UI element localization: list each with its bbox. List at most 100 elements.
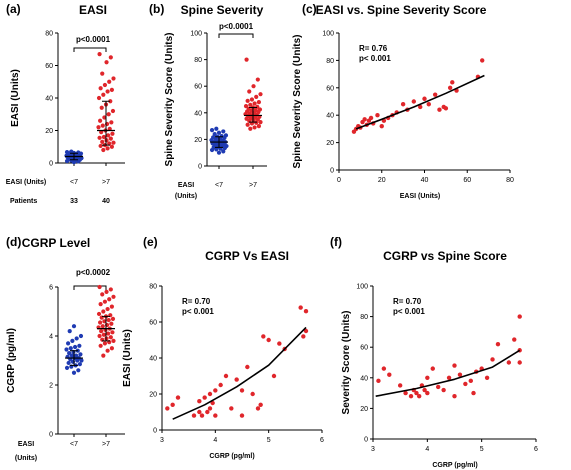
chart-title: CGRP Vs EASI	[205, 249, 289, 263]
data-point	[67, 351, 72, 356]
data-point	[102, 299, 108, 304]
data-point	[96, 95, 102, 101]
data-point	[105, 306, 110, 312]
data-point	[68, 346, 73, 351]
data-point	[74, 336, 79, 341]
y-tick-label: 20	[45, 128, 53, 135]
data-point	[418, 104, 423, 110]
data-point	[387, 372, 392, 377]
y-tick-label: 60	[149, 320, 157, 327]
data-point	[100, 139, 105, 144]
panel-label: (e)	[143, 235, 158, 249]
stat-annotation: p< 0.001	[182, 307, 214, 316]
data-point	[109, 321, 114, 326]
data-point	[218, 382, 223, 388]
x-tick-label: 6	[534, 446, 538, 453]
data-point	[71, 370, 77, 375]
data-point	[108, 99, 113, 104]
significance-bracket	[73, 47, 107, 52]
data-point	[79, 358, 84, 363]
data-point	[381, 366, 387, 371]
y-tick-label: 60	[45, 63, 53, 70]
data-point	[214, 126, 219, 131]
data-point	[446, 375, 452, 380]
data-point	[96, 311, 102, 317]
data-point	[110, 108, 116, 114]
y-axis-label: Spine Severity Score (Units)	[292, 35, 303, 169]
data-point	[495, 341, 501, 347]
data-point	[463, 381, 468, 387]
data-point	[517, 314, 522, 319]
data-point	[425, 390, 430, 396]
data-point	[207, 406, 213, 411]
data-point	[102, 115, 107, 120]
x-tick-label: >7	[102, 179, 110, 186]
series-<7	[209, 126, 229, 155]
data-point	[255, 104, 260, 109]
y-tick-label: 2	[49, 383, 53, 390]
data-point	[74, 353, 79, 358]
data-point	[221, 149, 226, 154]
series->7	[96, 52, 116, 153]
data-point	[109, 144, 114, 149]
data-point	[199, 413, 205, 418]
data-point	[484, 375, 490, 380]
y-tick-label: 40	[149, 356, 157, 363]
data-point	[66, 360, 71, 366]
data-point	[471, 390, 476, 396]
data-point	[239, 413, 245, 418]
points	[376, 314, 522, 399]
data-point	[248, 126, 253, 131]
data-point	[78, 352, 83, 357]
data-point	[108, 335, 113, 340]
data-point	[212, 131, 217, 137]
data-point	[258, 92, 263, 97]
data-point	[104, 60, 109, 65]
panel-label: (f)	[330, 235, 342, 249]
x-tick-label: 5	[267, 437, 271, 444]
data-point	[303, 328, 309, 334]
significance-label: p<0.0001	[76, 35, 111, 44]
x-tick-label: 5	[480, 446, 484, 453]
y-tick-label: 100	[356, 284, 368, 291]
fit-curve	[375, 349, 521, 397]
data-point	[111, 294, 116, 299]
series->7	[96, 284, 116, 358]
data-point	[109, 346, 114, 351]
data-point	[468, 378, 473, 384]
data-point	[99, 329, 104, 334]
chart-title: CGRP Level	[22, 236, 90, 250]
data-point	[430, 366, 435, 371]
data-point	[221, 129, 226, 134]
panel-d: (d) CGRP Level CGRP (pg/ml) 0 2 4 6 <7 >7 EASI (Un…	[6, 235, 125, 462]
data-point	[213, 413, 218, 418]
data-point	[98, 143, 103, 149]
data-point	[108, 55, 113, 60]
chart-title: EASI vs. Spine Severity Score	[316, 3, 487, 17]
data-point	[277, 341, 282, 346]
patients-row-label: Patients	[10, 198, 37, 205]
data-point	[247, 89, 252, 94]
data-point	[411, 99, 417, 104]
data-point	[223, 373, 229, 379]
data-point	[252, 125, 257, 130]
y-tick-label: 0	[153, 428, 157, 435]
y-axis-label: Severity Score (Units)	[341, 311, 352, 415]
panel-label: (c)	[302, 2, 317, 16]
y-tick-label: 40	[360, 375, 368, 382]
x-tick-label: <7	[70, 441, 78, 448]
data-point	[408, 393, 414, 399]
data-point	[376, 378, 381, 384]
data-point	[104, 289, 109, 294]
significance-label: p<0.0002	[76, 268, 111, 277]
data-point	[104, 336, 109, 341]
data-point	[101, 147, 106, 153]
data-point	[243, 104, 249, 109]
category-axis-label-line: (Units)	[175, 193, 197, 200]
data-point	[251, 84, 256, 89]
y-tick-label: 20	[194, 137, 202, 144]
data-point	[107, 141, 112, 146]
x-tick-label: 0	[337, 177, 341, 184]
stat-annotation: R= 0.70	[182, 297, 211, 306]
y-tick-label: 80	[326, 58, 334, 65]
